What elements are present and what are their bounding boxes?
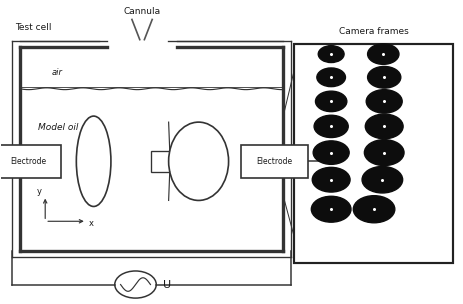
Text: y: y [37,187,42,196]
Circle shape [367,44,398,64]
Circle shape [312,168,349,192]
Ellipse shape [168,122,228,200]
Bar [0,145,61,178]
Circle shape [316,68,345,87]
Circle shape [313,141,348,164]
Bar [294,43,452,264]
Circle shape [311,196,350,222]
Circle shape [315,91,346,112]
Text: Test cell: Test cell [15,22,51,32]
Bar [151,151,169,172]
Text: Electrode: Electrode [10,157,46,166]
Text: Camera frames: Camera frames [338,27,408,36]
Circle shape [364,114,402,139]
Bar [241,145,307,178]
Text: Model oil: Model oil [38,123,79,133]
Text: U: U [163,280,171,289]
Circle shape [361,167,402,193]
Circle shape [365,90,401,113]
Circle shape [363,140,403,166]
Text: Electrode: Electrode [256,157,292,166]
Text: x: x [89,219,94,228]
Text: air: air [52,68,63,77]
Ellipse shape [76,116,111,206]
Text: Cannula: Cannula [123,8,160,16]
Circle shape [313,115,347,137]
Circle shape [352,196,394,223]
Circle shape [367,67,400,88]
Circle shape [318,46,344,63]
